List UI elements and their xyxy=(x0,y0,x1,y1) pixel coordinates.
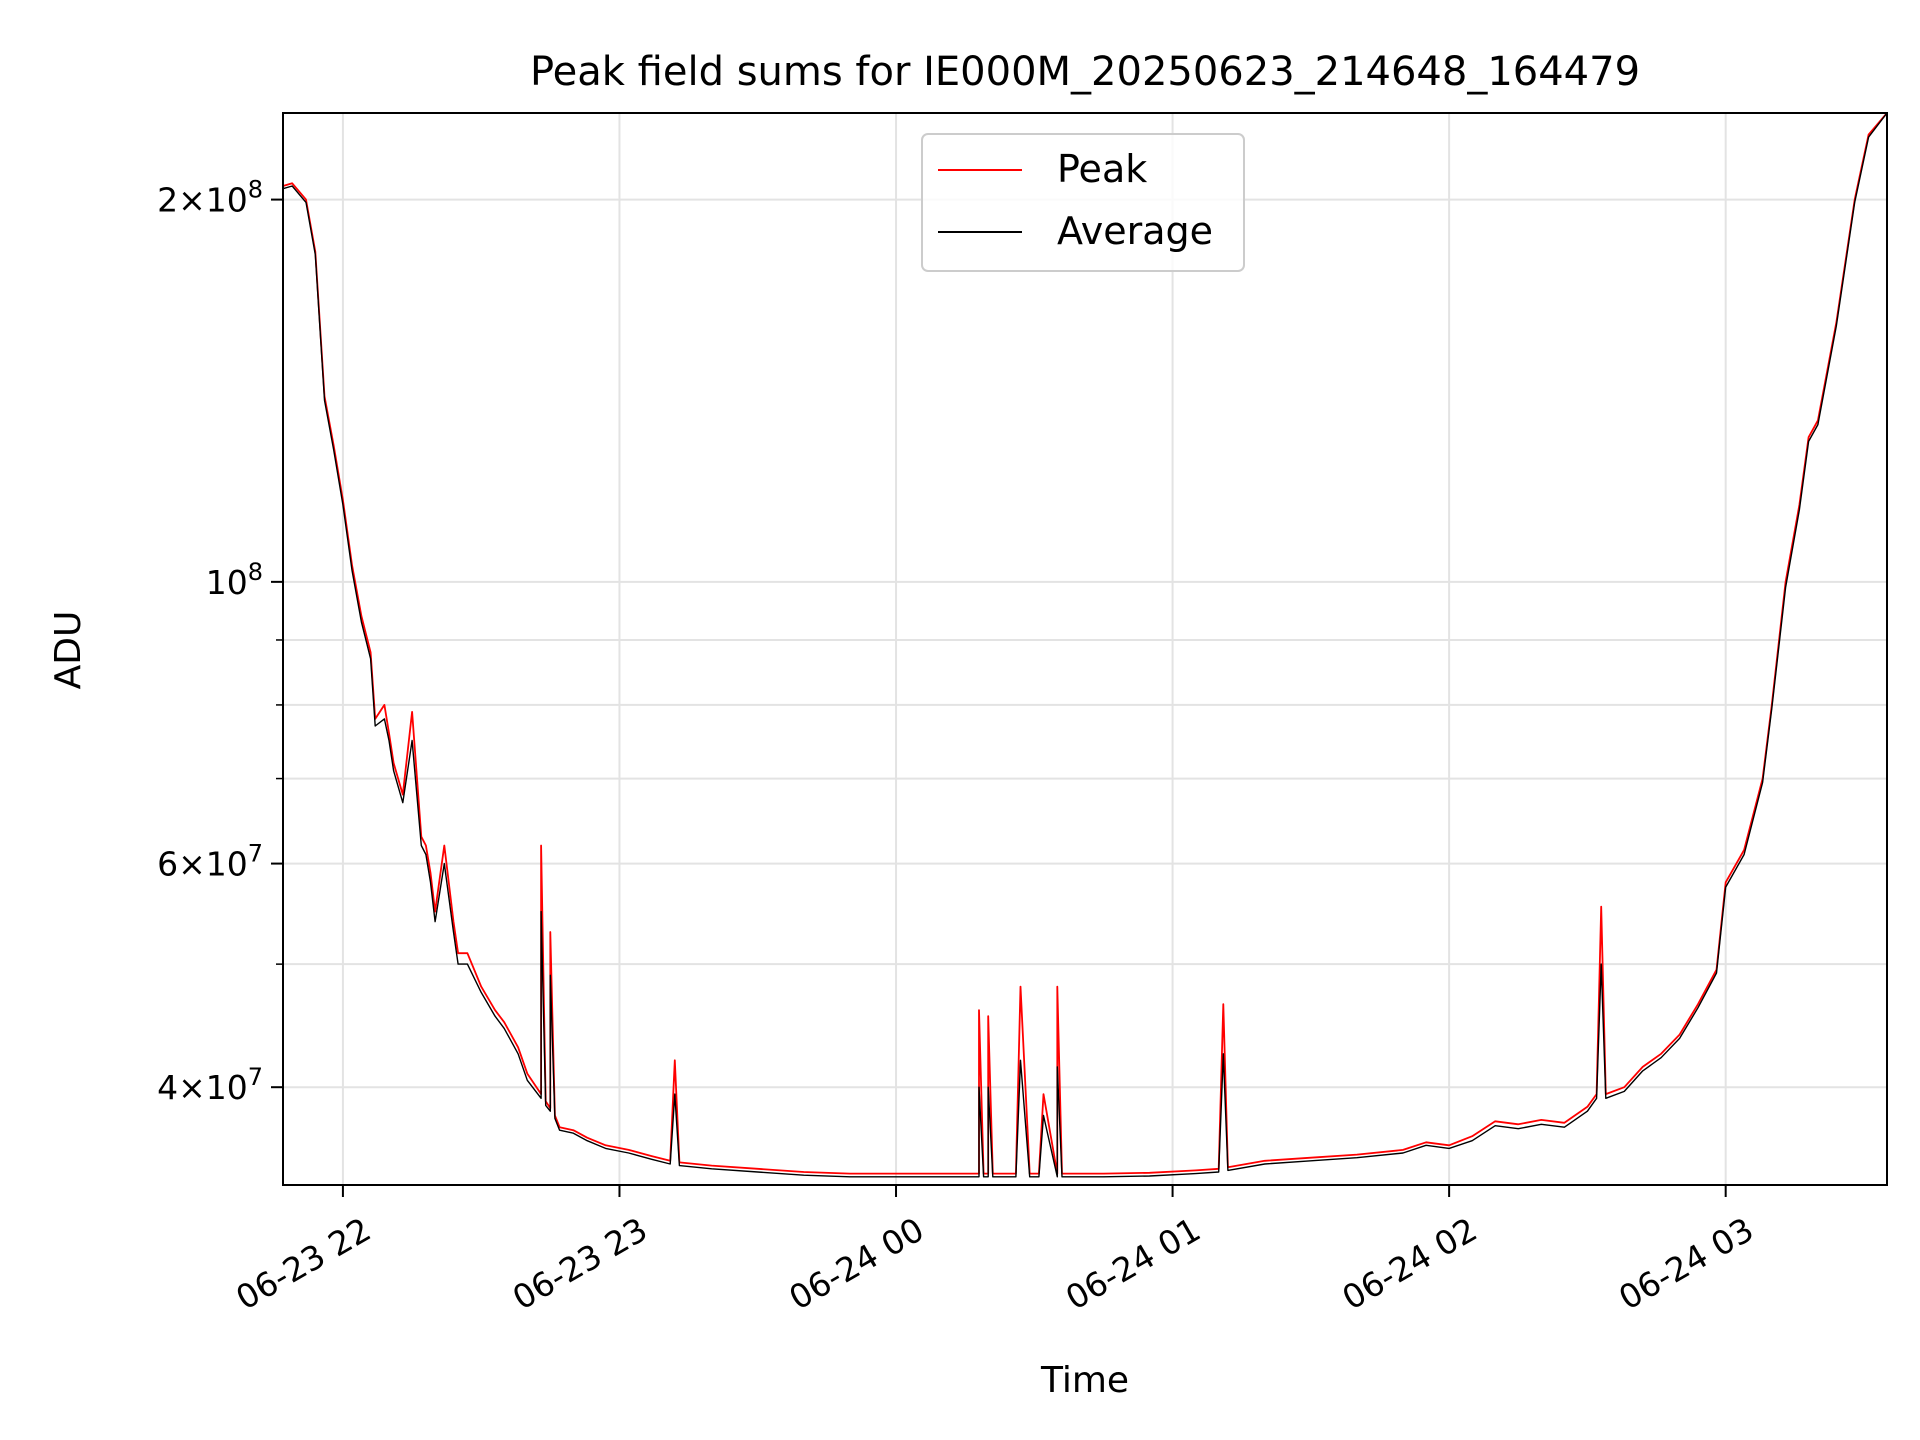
legend-box xyxy=(921,133,1245,272)
y-axis-label: ADU xyxy=(48,611,89,690)
y-tick-exponent: 7 xyxy=(248,840,263,868)
y-tick-label: 6×107 xyxy=(157,840,263,884)
y-tick-times: ×10 xyxy=(178,845,248,884)
y-tick-label: 4×107 xyxy=(157,1063,263,1107)
series-line-peak xyxy=(282,112,1888,1175)
legend-label-peak: Peak xyxy=(1057,147,1147,191)
legend-label-average: Average xyxy=(1057,209,1213,253)
y-tick-base: 2 xyxy=(157,181,178,220)
plot-frame xyxy=(282,112,1888,1186)
y-tick-base: 4 xyxy=(157,1068,178,1107)
y-tick-exponent: 8 xyxy=(248,176,263,204)
chart-title: Peak field sums for IE000M_20250623_2146… xyxy=(530,49,1640,95)
x-axis-label: Time xyxy=(1040,1360,1129,1401)
y-tick-ten: 10 xyxy=(206,563,248,602)
legend: Peak Average xyxy=(921,133,1245,272)
series-line-average xyxy=(282,112,1888,1178)
y-tick-base: 6 xyxy=(157,845,178,884)
y-tick-exponent: 8 xyxy=(248,558,263,586)
y-tick-times: ×10 xyxy=(178,181,248,220)
y-tick-label: 2×108 xyxy=(157,176,263,220)
y-tick-label: 108 xyxy=(206,558,263,602)
y-tick-times: ×10 xyxy=(178,1068,248,1107)
series-layer xyxy=(282,112,1888,1178)
y-tick-exponent: 7 xyxy=(248,1063,263,1091)
